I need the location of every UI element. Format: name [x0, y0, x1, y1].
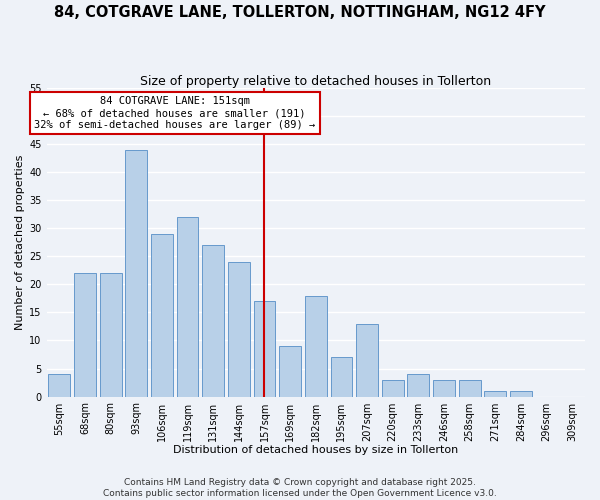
Bar: [459, 380, 481, 396]
Bar: [279, 346, 301, 397]
Y-axis label: Number of detached properties: Number of detached properties: [15, 154, 25, 330]
Bar: [74, 273, 96, 396]
Bar: [331, 358, 352, 397]
Bar: [407, 374, 429, 396]
Bar: [125, 150, 147, 396]
Bar: [176, 217, 199, 396]
Bar: [510, 391, 532, 396]
Bar: [305, 296, 326, 396]
Text: 84, COTGRAVE LANE, TOLLERTON, NOTTINGHAM, NG12 4FY: 84, COTGRAVE LANE, TOLLERTON, NOTTINGHAM…: [54, 5, 546, 20]
Bar: [49, 374, 70, 396]
Text: 84 COTGRAVE LANE: 151sqm
← 68% of detached houses are smaller (191)
32% of semi-: 84 COTGRAVE LANE: 151sqm ← 68% of detach…: [34, 96, 316, 130]
Bar: [151, 234, 173, 396]
Bar: [484, 391, 506, 396]
Bar: [382, 380, 404, 396]
Text: Contains HM Land Registry data © Crown copyright and database right 2025.
Contai: Contains HM Land Registry data © Crown c…: [103, 478, 497, 498]
X-axis label: Distribution of detached houses by size in Tollerton: Distribution of detached houses by size …: [173, 445, 458, 455]
Bar: [433, 380, 455, 396]
Bar: [356, 324, 378, 396]
Bar: [100, 273, 122, 396]
Bar: [202, 245, 224, 396]
Bar: [228, 262, 250, 396]
Bar: [254, 301, 275, 396]
Title: Size of property relative to detached houses in Tollerton: Size of property relative to detached ho…: [140, 75, 491, 88]
